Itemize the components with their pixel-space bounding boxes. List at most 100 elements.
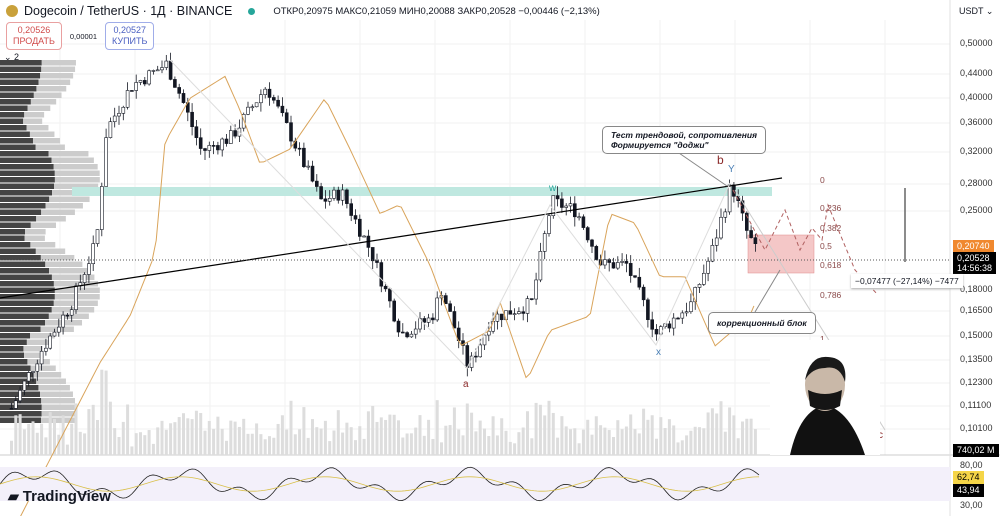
candle bbox=[542, 233, 547, 252]
volume-profile-bar bbox=[41, 60, 76, 66]
candle bbox=[289, 122, 293, 142]
candle bbox=[112, 115, 117, 123]
candle bbox=[465, 345, 470, 368]
volume-profile-bar bbox=[25, 229, 46, 235]
price-axis-label: 0,28000 bbox=[960, 178, 993, 188]
volume-profile-bar bbox=[0, 385, 39, 391]
volume-profile-bar bbox=[24, 235, 45, 241]
candle bbox=[26, 372, 31, 382]
volume-bar bbox=[422, 435, 426, 455]
volume-bar bbox=[113, 428, 117, 455]
volume-bar bbox=[491, 416, 495, 455]
candle bbox=[143, 80, 147, 85]
volume-profile-bar bbox=[0, 105, 28, 111]
candle bbox=[229, 130, 233, 144]
buy-button[interactable]: 0,20527 КУПИТЬ bbox=[105, 22, 155, 50]
volume-bar bbox=[272, 437, 276, 455]
volume-bar bbox=[250, 433, 254, 455]
volume-profile-bar bbox=[0, 131, 30, 137]
volume-profile-bar bbox=[0, 294, 55, 300]
volume-bar bbox=[349, 427, 353, 455]
candle bbox=[740, 200, 745, 214]
volume-bar bbox=[676, 442, 680, 455]
volume-bar bbox=[78, 431, 82, 455]
price-axis-label: 0,18000 bbox=[960, 284, 993, 294]
volume-bar bbox=[405, 433, 409, 455]
volume-bar bbox=[147, 430, 151, 455]
candle bbox=[508, 310, 513, 315]
volume-bar bbox=[693, 426, 697, 455]
buy-label: КУПИТЬ bbox=[112, 36, 148, 46]
volume-bar bbox=[538, 404, 542, 455]
candle bbox=[603, 259, 607, 266]
candle bbox=[706, 260, 710, 274]
volume-profile-bar bbox=[0, 66, 42, 72]
volume-bar bbox=[74, 403, 78, 455]
volume-profile-bar bbox=[0, 411, 42, 417]
volume-profile-bar bbox=[0, 261, 46, 267]
volume-bar bbox=[689, 430, 693, 455]
volume-bar bbox=[336, 410, 340, 455]
symbol-title[interactable]: Dogecoin / TetherUS · 1Д · BINANCE bbox=[24, 4, 233, 18]
volume-bar bbox=[732, 415, 736, 455]
tradingview-logo[interactable]: ▰ TradingView bbox=[8, 488, 111, 505]
price-axis-label: 0,16500 bbox=[960, 305, 993, 315]
currency-select[interactable]: USDT ⌄ bbox=[959, 6, 994, 16]
volume-bar bbox=[590, 434, 594, 455]
candle bbox=[719, 216, 723, 239]
rsi-upper-label: 80,00 bbox=[960, 460, 983, 470]
candle bbox=[534, 279, 538, 300]
correction-block-note[interactable]: коррекционный блок bbox=[708, 312, 816, 334]
candle bbox=[654, 328, 659, 335]
volume-profile-bar bbox=[0, 125, 27, 131]
volume-profile-bar bbox=[0, 222, 31, 228]
volume-bar bbox=[199, 413, 203, 455]
candle bbox=[529, 298, 534, 300]
volume-bar bbox=[332, 430, 336, 455]
volume-profile-bar bbox=[0, 118, 24, 124]
volume-bar bbox=[91, 404, 95, 455]
volume-profile-bar bbox=[0, 274, 52, 280]
volume-profile-bar bbox=[41, 404, 76, 410]
sell-price: 0,20526 bbox=[17, 25, 51, 35]
candle bbox=[547, 215, 551, 234]
volume-bar bbox=[70, 423, 74, 455]
volume-profile-bar bbox=[53, 164, 98, 170]
candle bbox=[714, 237, 719, 246]
volume-profile-bar bbox=[0, 333, 31, 339]
volume-bar bbox=[521, 427, 525, 455]
volume-profile-bar bbox=[29, 131, 55, 137]
volume-bar bbox=[31, 421, 35, 455]
price-axis-label: 0,44000 bbox=[960, 68, 993, 78]
trendline-test-note[interactable]: Тест трендовой, сопротивления Формируется… bbox=[602, 126, 767, 154]
volume-bar bbox=[229, 420, 233, 455]
volume-bar bbox=[504, 430, 508, 455]
wave-label-x: x bbox=[656, 347, 661, 358]
volume-bar bbox=[276, 423, 280, 455]
volume-profile-bar bbox=[41, 411, 76, 417]
volume-bar bbox=[440, 442, 443, 455]
volume-bar bbox=[409, 433, 413, 455]
volume-bar bbox=[435, 400, 439, 455]
indicator-collapse-button[interactable]: ⌄ 2 bbox=[4, 52, 20, 62]
volume-profile-bar bbox=[40, 417, 75, 423]
candle bbox=[375, 260, 379, 263]
candle bbox=[310, 165, 315, 182]
volume-bar bbox=[194, 410, 198, 455]
price-axis-label: 0,15000 bbox=[960, 330, 993, 340]
volume-bar bbox=[182, 413, 185, 455]
volume-bar bbox=[431, 438, 435, 455]
sell-button[interactable]: 0,20526 ПРОДАТЬ bbox=[6, 22, 62, 50]
volume-bar bbox=[354, 440, 357, 455]
candle bbox=[426, 317, 431, 323]
candle bbox=[151, 70, 156, 72]
volume-bar bbox=[530, 438, 534, 455]
candle bbox=[409, 333, 414, 338]
volume-bar bbox=[216, 416, 220, 455]
volume-profile-bar bbox=[0, 326, 41, 332]
volume-bar bbox=[362, 438, 366, 455]
volume-bar bbox=[448, 425, 452, 455]
tradingview-icon: ▰ bbox=[8, 488, 19, 504]
volume-profile-bar bbox=[0, 112, 25, 118]
volume-bar bbox=[560, 416, 564, 455]
